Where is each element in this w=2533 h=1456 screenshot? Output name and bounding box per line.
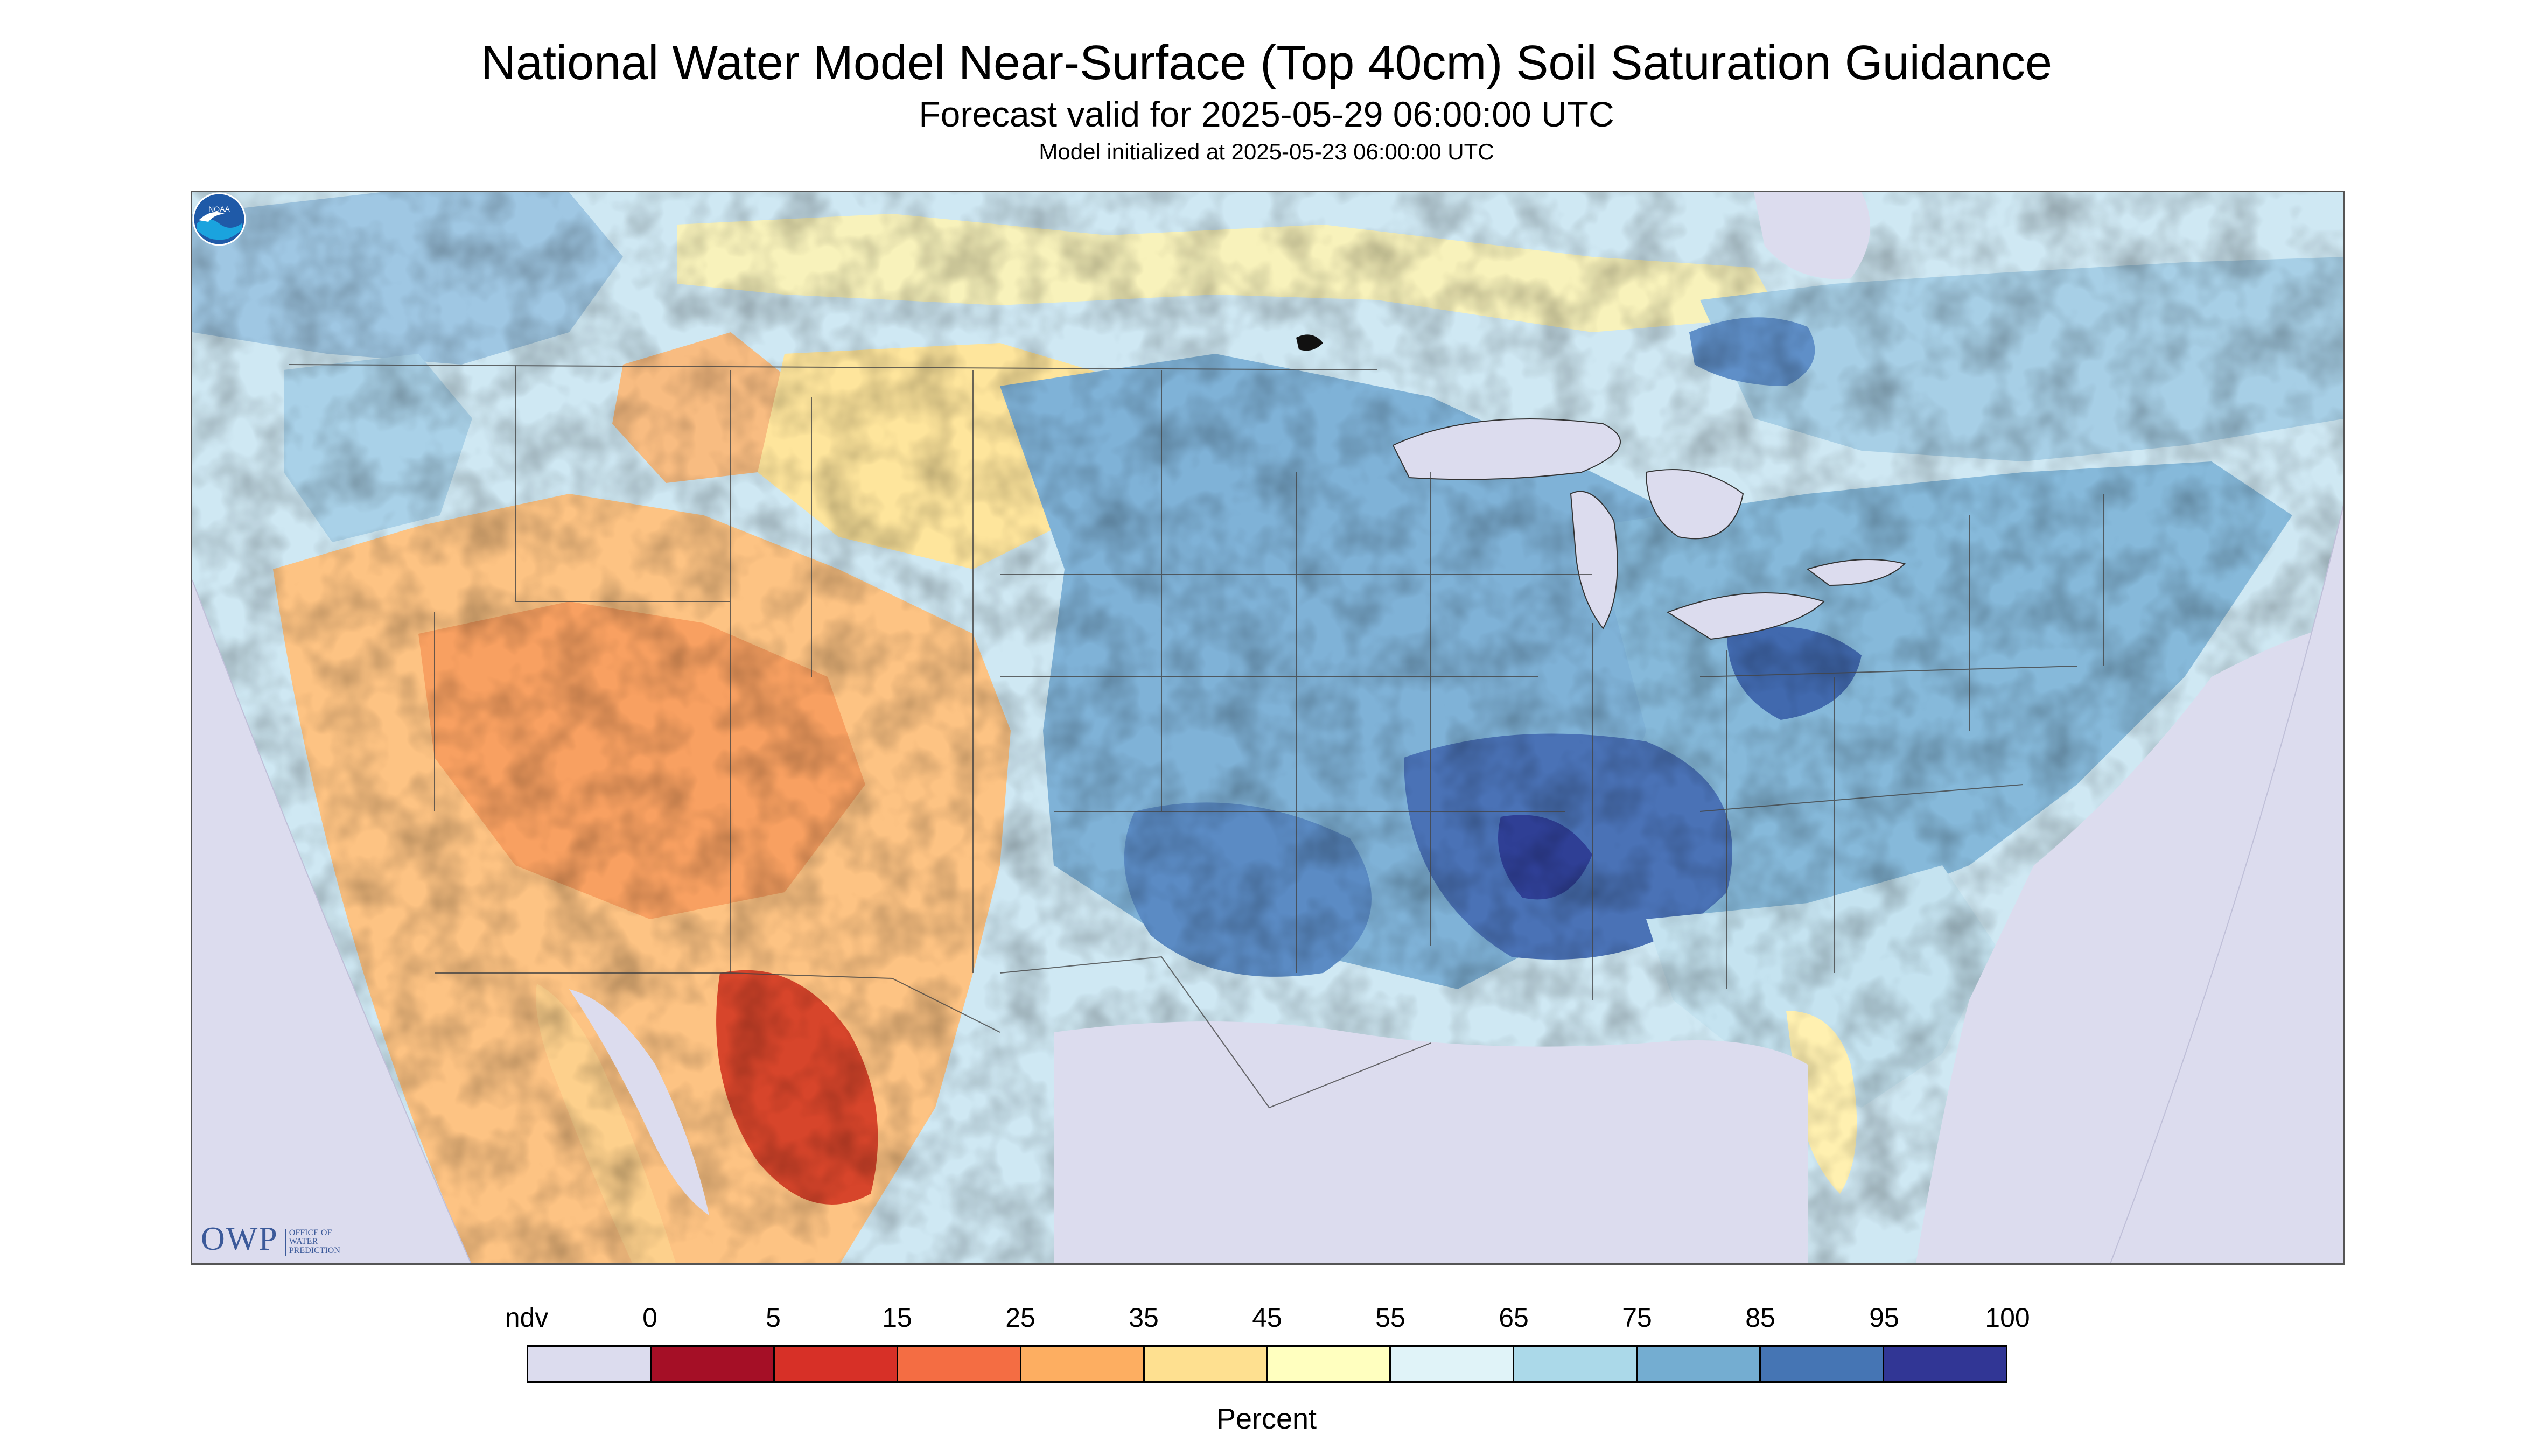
legend-swatch bbox=[898, 1347, 1021, 1381]
legend-tick-label: 45 bbox=[1252, 1303, 1282, 1333]
legend-tick-label: 0 bbox=[642, 1303, 657, 1333]
great-lakes bbox=[1392, 418, 1906, 640]
map-canvas bbox=[192, 192, 2343, 1263]
gulf-of-california bbox=[569, 989, 709, 1215]
legend-tick-label: 65 bbox=[1499, 1303, 1529, 1333]
legend-unit-label: Percent bbox=[1216, 1403, 1317, 1435]
projection-edge-right bbox=[2110, 505, 2343, 1263]
legend-swatch bbox=[1021, 1347, 1145, 1381]
legend-tick-label: 55 bbox=[1375, 1303, 1405, 1333]
legend-swatch bbox=[774, 1347, 898, 1381]
legend-tick-label: 100 bbox=[1985, 1303, 2030, 1333]
color-legend bbox=[527, 1345, 2007, 1383]
political-borders bbox=[289, 364, 2104, 1109]
owp-logo-text: OWP bbox=[201, 1221, 278, 1257]
legend-swatch bbox=[1268, 1347, 1391, 1381]
legend-swatch bbox=[1391, 1347, 1515, 1381]
legend-tick-label: 35 bbox=[1129, 1303, 1159, 1333]
noaa-logo-text: NOAA bbox=[208, 205, 230, 213]
legend-swatch bbox=[1884, 1347, 2006, 1381]
projection-edge-left bbox=[192, 579, 472, 1263]
legend-swatch bbox=[1638, 1347, 1761, 1381]
hudson-bay bbox=[1754, 192, 1870, 279]
owp-sub-line: PREDICTION bbox=[289, 1246, 340, 1256]
legend-swatch bbox=[651, 1347, 775, 1381]
map-title: National Water Model Near-Surface (Top 4… bbox=[480, 36, 2052, 90]
lake-of-the-woods bbox=[1296, 334, 1323, 351]
owp-logo-subtext: OFFICE OF WATER PREDICTION bbox=[284, 1228, 340, 1256]
legend-tick-label: 25 bbox=[1005, 1303, 1035, 1333]
legend-swatch bbox=[1514, 1347, 1638, 1381]
gulf-of-mexico bbox=[1054, 1021, 1808, 1263]
model-init-note: Model initialized at 2025-05-23 06:00:00… bbox=[1039, 139, 1494, 164]
owp-logo: OWP OFFICE OF WATER PREDICTION bbox=[201, 1222, 340, 1256]
legend-tick-label: 75 bbox=[1622, 1303, 1652, 1333]
forecast-valid-subtitle: Forecast valid for 2025-05-29 06:00:00 U… bbox=[919, 94, 1614, 134]
legend-tick-label: 5 bbox=[766, 1303, 781, 1333]
legend-tick-label: 85 bbox=[1745, 1303, 1775, 1333]
noaa-logo: NOAA bbox=[192, 192, 246, 246]
legend-swatch bbox=[528, 1347, 652, 1381]
legend-tick-label: ndv bbox=[505, 1303, 549, 1333]
legend-tick-label: 95 bbox=[1869, 1303, 1899, 1333]
owp-sub-line: OFFICE OF bbox=[289, 1228, 332, 1237]
owp-sub-line: WATER bbox=[289, 1237, 318, 1247]
legend-tick-label: 15 bbox=[882, 1303, 912, 1333]
legend-swatch bbox=[1761, 1347, 1885, 1381]
soil-saturation-map: OWP OFFICE OF WATER PREDICTION NOAA bbox=[191, 191, 2345, 1265]
legend-swatch bbox=[1144, 1347, 1268, 1381]
